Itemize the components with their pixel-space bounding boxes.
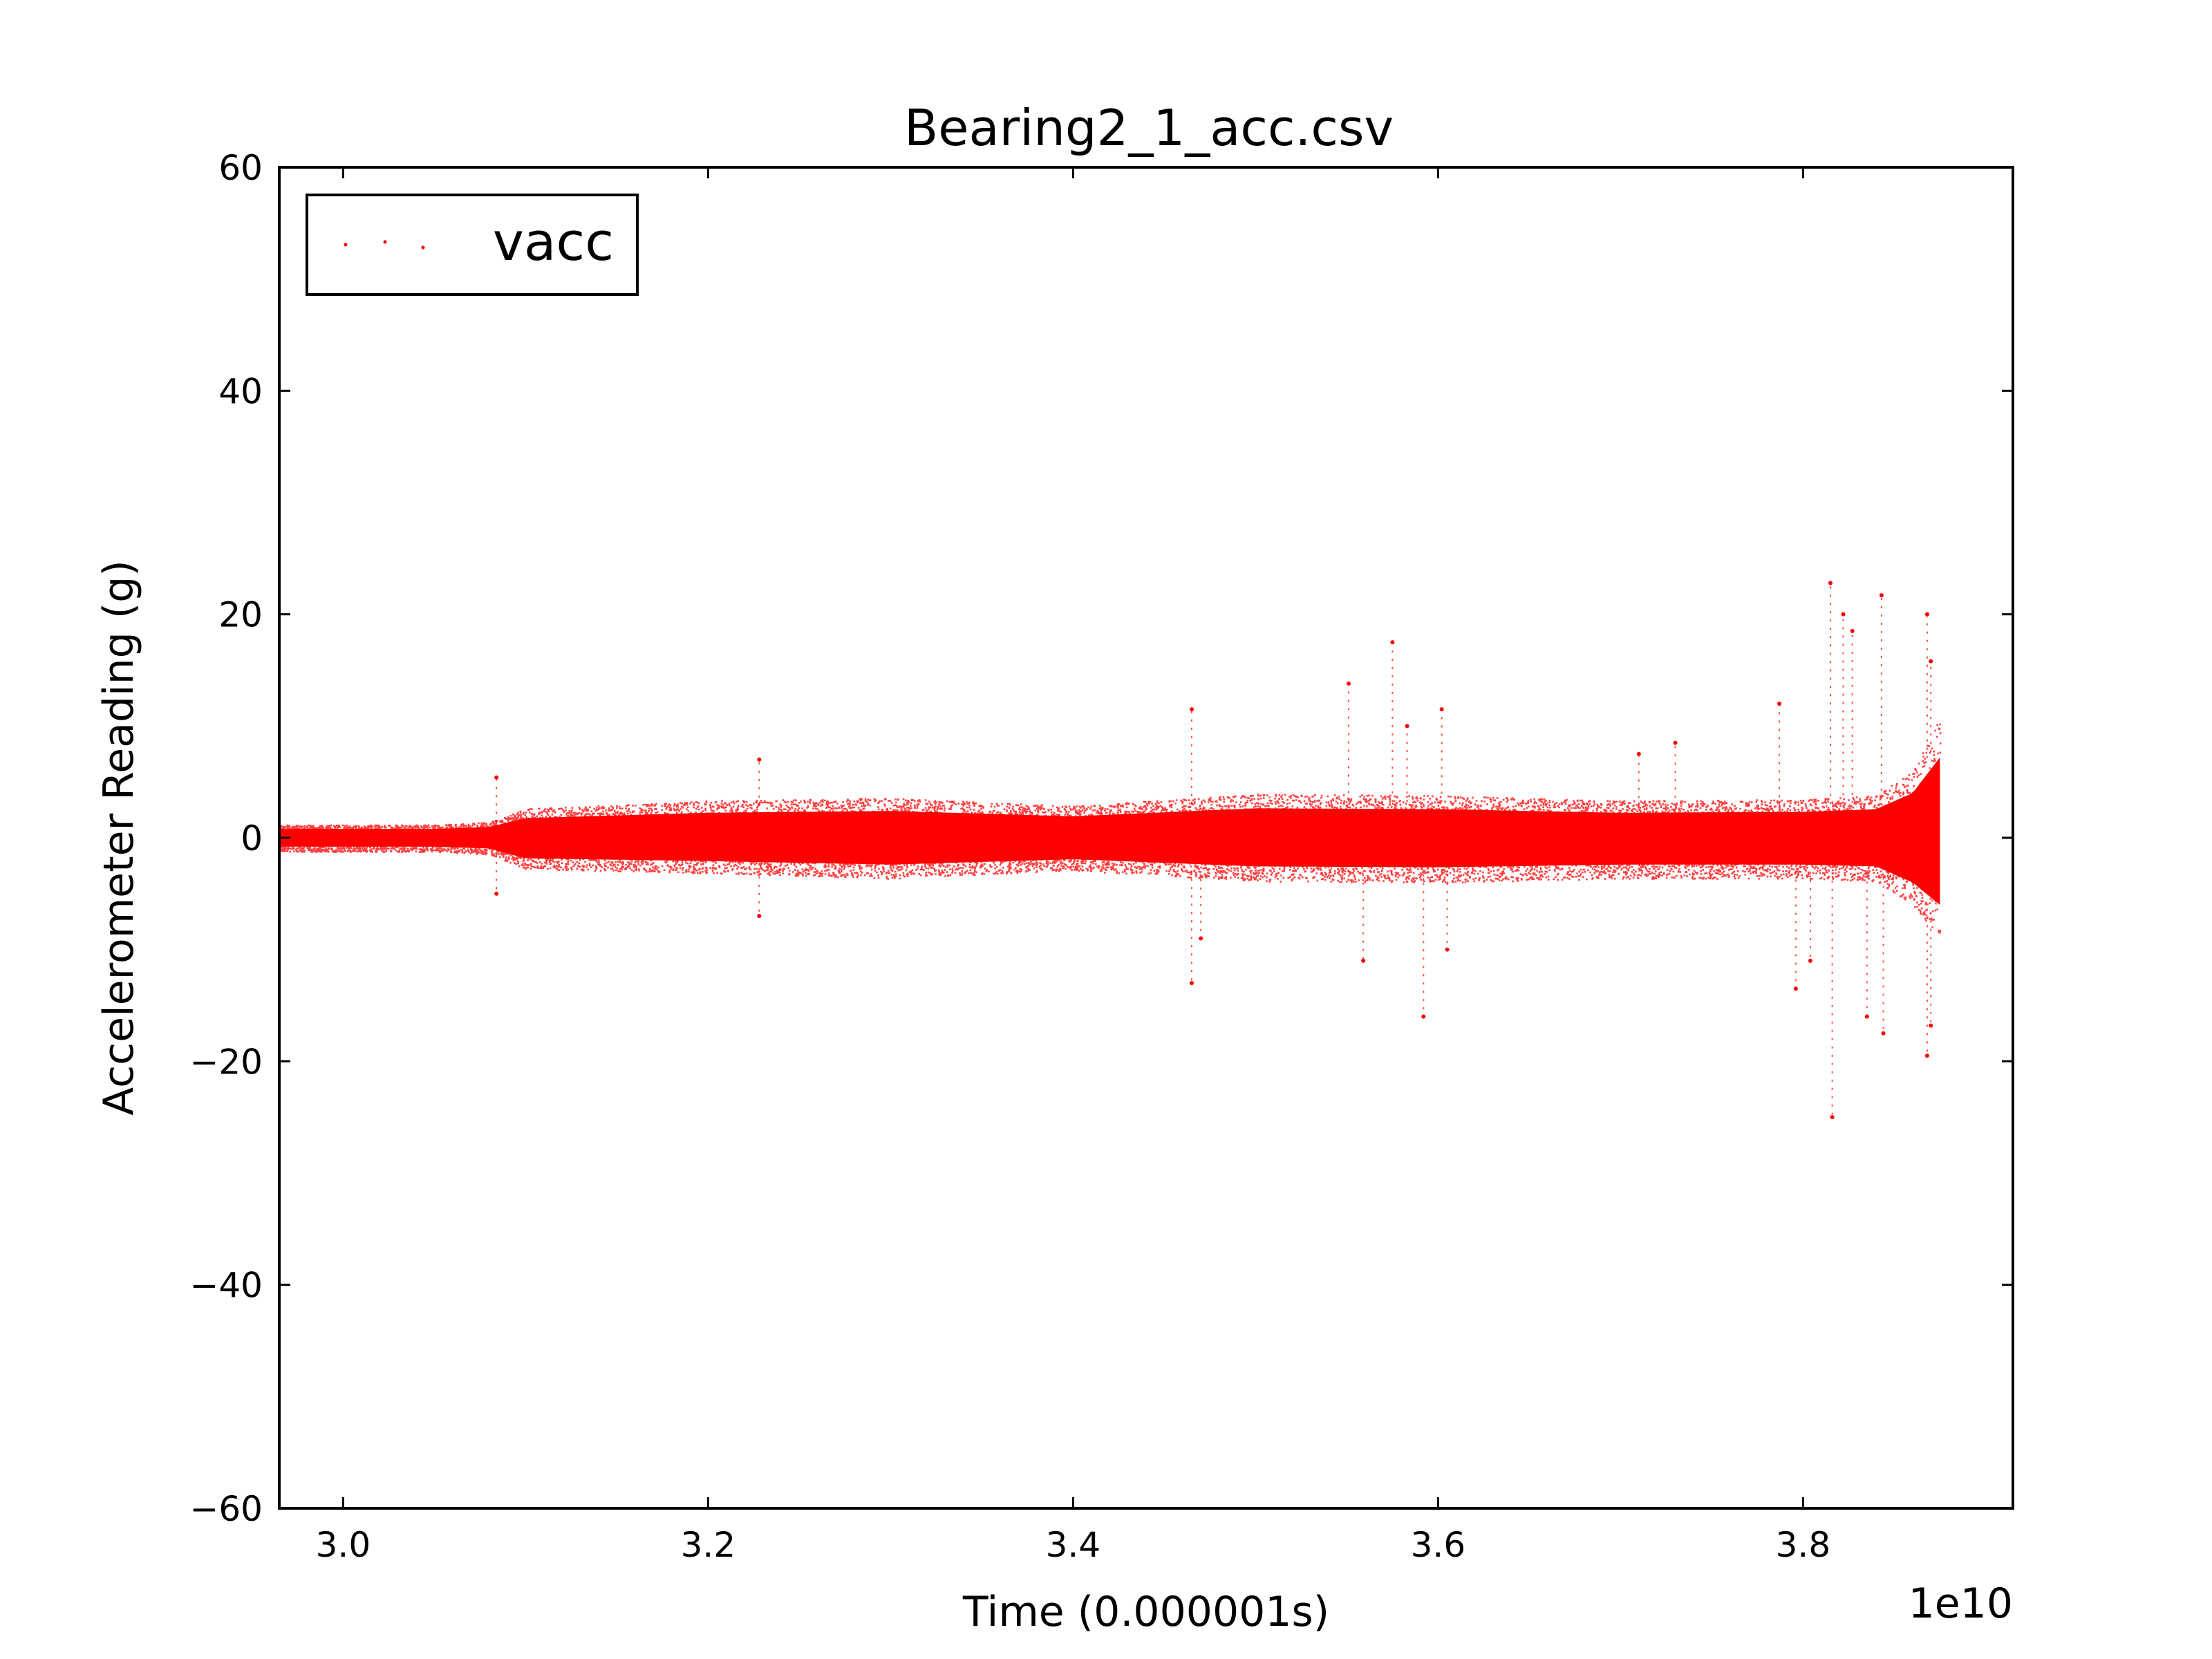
vacc-outlier-point bbox=[1879, 593, 1884, 598]
vacc-outlier-point bbox=[1929, 659, 1933, 664]
y-tick-label: 60 bbox=[218, 148, 263, 188]
vacc-outlier-point bbox=[757, 757, 762, 762]
y-tick-label: −20 bbox=[189, 1042, 263, 1082]
y-tick-label: −40 bbox=[189, 1266, 263, 1306]
y-tick-label: 40 bbox=[218, 371, 263, 411]
vacc-outlier-point bbox=[1929, 1023, 1933, 1028]
x-axis: 3.0 3.2 3.4 3.6 3.8 bbox=[316, 167, 1831, 1565]
vacc-outlier-point bbox=[1881, 1031, 1886, 1035]
chart-title: Bearing2_1_acc.csv bbox=[904, 99, 1394, 157]
x-tick-label: 3.0 bbox=[316, 1525, 371, 1565]
y-axis: −60 −40 −20 0 20 40 60 bbox=[189, 148, 2013, 1529]
vacc-outlier-point bbox=[1190, 707, 1194, 712]
vacc-outlier-point bbox=[1445, 947, 1450, 952]
y-tick-label: −60 bbox=[189, 1489, 263, 1529]
data-layer bbox=[279, 581, 1942, 1120]
vacc-outlier-point bbox=[1830, 1115, 1835, 1120]
vacc-outlier-point bbox=[1793, 986, 1798, 991]
legend-box bbox=[306, 194, 639, 296]
x-tick-label: 3.4 bbox=[1046, 1525, 1101, 1565]
legend-marker bbox=[421, 245, 425, 250]
vacc-outlier-point bbox=[1864, 1014, 1869, 1019]
vacc-outlier-point bbox=[1190, 981, 1194, 986]
plot-area bbox=[278, 166, 2014, 1510]
vacc-outlier-point bbox=[1636, 751, 1641, 756]
y-tick-label: 20 bbox=[218, 595, 263, 635]
vacc-outlier-point bbox=[1347, 681, 1351, 686]
x-tick-label: 3.8 bbox=[1776, 1525, 1831, 1565]
vacc-outlier-point bbox=[1405, 724, 1409, 729]
vacc-outlier-point bbox=[1841, 612, 1846, 617]
vacc-outlier-point bbox=[1777, 702, 1782, 706]
vacc-outlier-point bbox=[1850, 628, 1855, 633]
vacc-outlier-point bbox=[757, 914, 762, 919]
vacc-outlier-point bbox=[1924, 612, 1929, 617]
x-offset-label: 1e10 bbox=[1909, 1580, 2013, 1628]
x-axis-label: Time (0.000001s) bbox=[962, 1588, 1329, 1636]
y-axis-label: Accelerometer Reading (g) bbox=[95, 560, 143, 1116]
vacc-dense-band bbox=[279, 757, 1940, 905]
vacc-outlier-point bbox=[1439, 707, 1444, 712]
vacc-outlier-point bbox=[1361, 958, 1366, 963]
legend-marker bbox=[344, 243, 348, 247]
vacc-outlier-point bbox=[1828, 581, 1833, 585]
vacc-outlier-point bbox=[1673, 740, 1678, 745]
legend-label-vacc: vacc bbox=[493, 211, 614, 272]
vacc-outlier-point bbox=[494, 891, 499, 896]
y-tick-label: 0 bbox=[241, 818, 263, 859]
legend-marker bbox=[383, 240, 387, 244]
x-tick-label: 3.6 bbox=[1411, 1525, 1466, 1565]
vacc-outlier-point bbox=[1808, 958, 1812, 963]
vacc-outlier-point bbox=[1421, 1014, 1426, 1019]
legend: vacc bbox=[306, 194, 639, 296]
vacc-outlier-point bbox=[1199, 936, 1203, 941]
x-tick-label: 3.2 bbox=[681, 1525, 736, 1565]
vacc-outlier-point bbox=[1390, 640, 1395, 645]
vacc-outlier-point bbox=[1924, 1053, 1929, 1058]
vacc-outlier-point bbox=[494, 775, 499, 780]
